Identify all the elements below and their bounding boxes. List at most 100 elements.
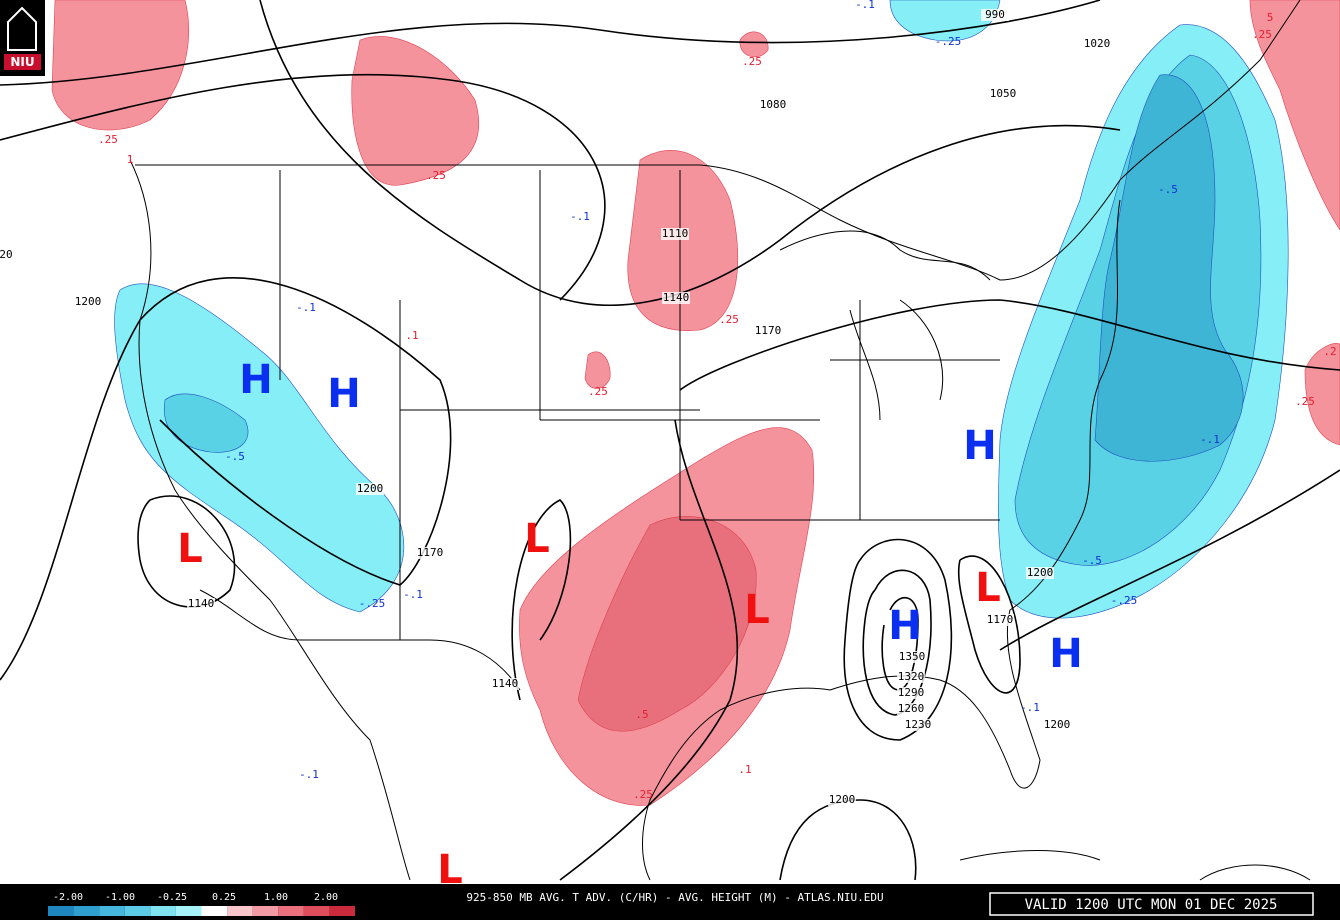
height-label: 1200	[1044, 718, 1071, 731]
height-label: 1200	[357, 482, 384, 495]
legend-swatch	[227, 906, 253, 916]
advection-area	[739, 31, 769, 58]
legend-label: -2.00	[53, 892, 83, 903]
height-label: 1320	[898, 670, 925, 683]
height-label-bg	[662, 292, 690, 304]
height-contour	[843, 538, 953, 741]
advection-area	[584, 351, 611, 389]
advection-area	[351, 36, 480, 186]
footer: 925-850 MB AVG. T ADV. (C/HR) - AVG. HEI…	[48, 891, 1314, 916]
height-label-bg	[897, 687, 925, 699]
high-center: H	[239, 357, 272, 403]
legend-swatch	[252, 906, 279, 916]
height-contour	[559, 419, 739, 881]
height-label-bg	[828, 794, 856, 806]
height-label: 1230	[905, 718, 932, 731]
warm-advection-label: .25	[98, 133, 118, 146]
advection-area	[51, 0, 189, 131]
logo-badge	[4, 54, 41, 70]
height-label: 1200	[1027, 566, 1054, 579]
legend-swatch	[303, 906, 330, 916]
legend-label: 1.00	[264, 892, 288, 903]
height-label: 1050	[990, 87, 1017, 100]
legend-swatch	[48, 906, 74, 916]
height-label-bg	[759, 99, 787, 111]
geographic-outline	[129, 159, 411, 881]
height-label: 990	[985, 8, 1005, 21]
height-label-bg	[897, 671, 925, 683]
height-label: 1140	[188, 597, 215, 610]
cold-advection-label: -.5	[1082, 554, 1102, 567]
advection-area	[577, 516, 757, 732]
legend-label: 0.25	[212, 892, 236, 903]
geographic-outline	[199, 589, 521, 691]
legend-swatch	[175, 906, 202, 916]
height-label-bg	[904, 719, 932, 731]
legend-swatch	[329, 906, 355, 916]
legend-label: 2.00	[314, 892, 338, 903]
height-label: 1140	[492, 677, 519, 690]
cold-advection-label: -.25	[935, 35, 962, 48]
height-label: 1170	[417, 546, 444, 559]
height-label-bg	[754, 325, 782, 337]
height-label: 1170	[755, 324, 782, 337]
low-center: L	[524, 516, 550, 562]
logo-text: NIU	[10, 55, 34, 69]
height-label: 1200	[829, 793, 856, 806]
height-label-bg	[1083, 38, 1111, 50]
advection-area	[163, 393, 249, 453]
cold-advection-label: -.1	[855, 0, 875, 11]
height-label: 1020	[1084, 37, 1111, 50]
geographic-outline	[642, 199, 1121, 881]
height-label-bg	[356, 483, 384, 495]
height-label-bg	[661, 228, 689, 240]
warm-advection-label: .25	[588, 385, 608, 398]
high-center: H	[888, 603, 921, 649]
warm-advection-label: 1	[127, 153, 134, 166]
height-contour	[779, 799, 917, 881]
geographic-outline	[135, 0, 1301, 281]
low-center: L	[177, 526, 203, 572]
height-label-bg	[416, 547, 444, 559]
legend-swatch	[99, 906, 125, 916]
height-contour	[0, 277, 452, 681]
height-contour	[999, 469, 1340, 651]
warm-advection-label: .25	[633, 788, 653, 801]
cold-advection-label: -.5	[1158, 183, 1178, 196]
legend-swatch	[150, 906, 176, 916]
height-label-bg	[898, 651, 926, 663]
height-label: 1170	[987, 613, 1014, 626]
height-label: 1200	[75, 295, 102, 308]
cold-advection-label: -.1	[403, 588, 423, 601]
cold-advection-label: -.1	[1020, 701, 1040, 714]
height-label-bg	[1026, 567, 1054, 579]
cold-advection-label: -.1	[299, 768, 319, 781]
height-contour	[0, 0, 1101, 86]
low-center: L	[744, 587, 770, 633]
cold-advection-label: -.1	[570, 210, 590, 223]
advection-area	[1249, 0, 1340, 231]
legend-swatch	[201, 906, 228, 916]
map-title: 925-850 MB AVG. T ADV. (C/HR) - AVG. HEI…	[466, 891, 883, 904]
height-label: 1290	[898, 686, 925, 699]
height-label-bg	[74, 296, 102, 308]
advection-fills	[51, 0, 1340, 806]
cold-advection-label: -.1	[296, 301, 316, 314]
warm-advection-label: .25	[1252, 28, 1272, 41]
cold-advection-label: -.25	[359, 597, 386, 610]
height-label: 1260	[898, 702, 925, 715]
geographic-outline	[279, 170, 1000, 640]
height-label-bg	[491, 678, 519, 690]
advection-area	[627, 150, 739, 331]
cold-advection-label: -.5	[225, 450, 245, 463]
height-label-bg	[986, 614, 1014, 626]
warm-advection-label: .2	[1323, 345, 1336, 358]
height-label-bg	[989, 88, 1017, 100]
height-label: 1140	[663, 291, 690, 304]
geographic-outline	[779, 230, 991, 421]
height-label: 1080	[760, 98, 787, 111]
height-contour	[881, 596, 919, 691]
height-label: 1110	[662, 227, 689, 240]
height-label: 1350	[899, 650, 926, 663]
